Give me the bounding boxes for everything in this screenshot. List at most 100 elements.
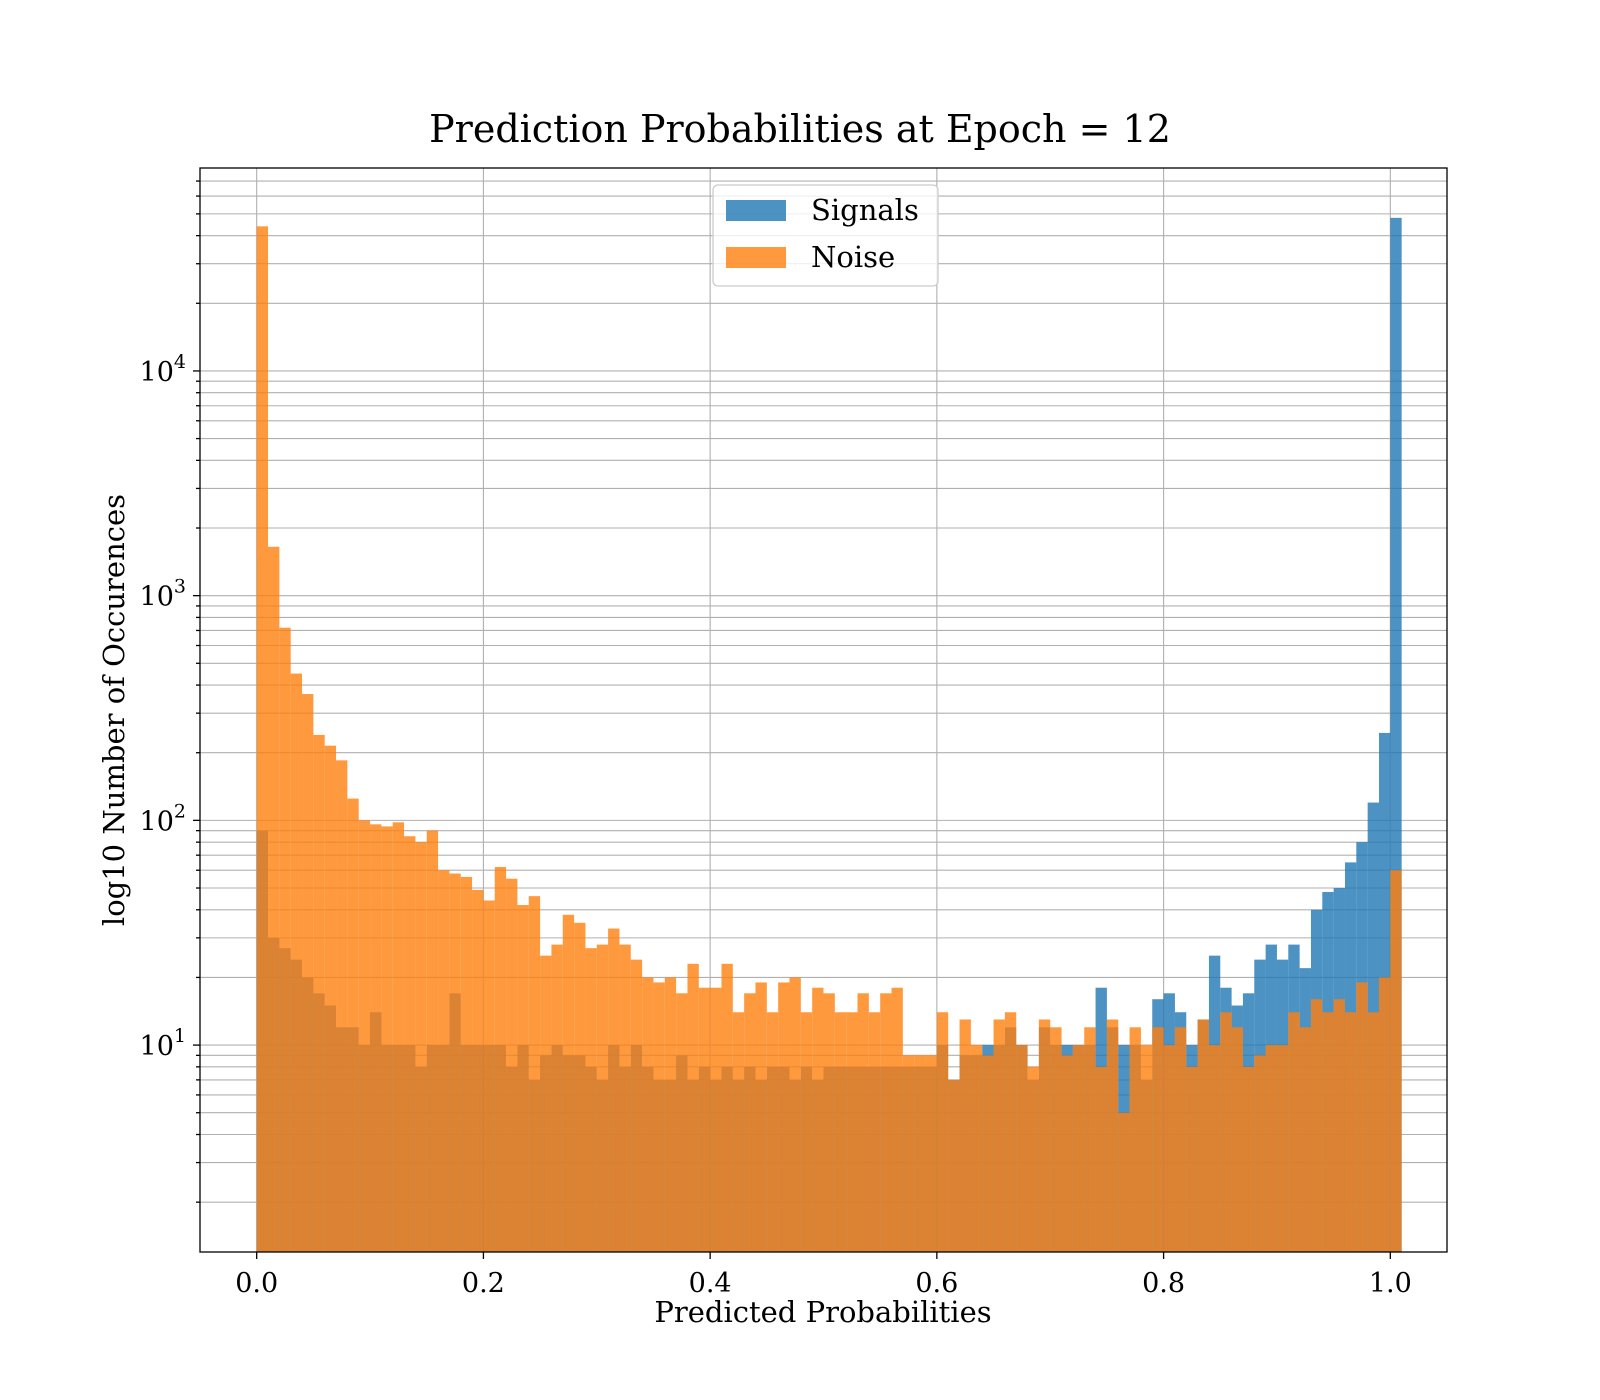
noise-bar — [347, 798, 359, 1252]
noise-bar — [324, 745, 337, 1252]
legend-label-signals: Signals — [811, 193, 919, 227]
noise-bar — [755, 982, 767, 1252]
x-tick-label: 0.6 — [915, 1268, 958, 1299]
y-tick-label: 102 — [140, 800, 186, 837]
noise-bar — [268, 546, 280, 1252]
x-axis-label: Predicted Probabilities — [654, 1295, 991, 1329]
noise-bar — [959, 1019, 971, 1252]
noise-bar — [857, 993, 869, 1252]
legend-swatch-signals — [726, 200, 786, 221]
noise-bar — [370, 824, 382, 1252]
noise-bar — [925, 1055, 937, 1252]
x-tick-label: 0.0 — [235, 1268, 278, 1299]
noise-bar — [710, 987, 722, 1252]
noise-bar — [914, 1055, 926, 1252]
noise-bar — [1265, 1045, 1277, 1252]
noise-bar — [1186, 1066, 1198, 1252]
noise-bar — [812, 987, 824, 1252]
noise-bar — [982, 1055, 994, 1252]
noise-bar — [846, 1012, 858, 1252]
noise-bar — [1118, 1112, 1130, 1252]
noise-bar — [823, 993, 835, 1252]
noise-bar — [1310, 999, 1323, 1252]
noise-bar — [1322, 1012, 1334, 1252]
noise-bar — [1288, 1012, 1300, 1252]
noise-bar — [744, 993, 756, 1252]
noise-bar — [698, 987, 711, 1252]
noise-bar — [1220, 1012, 1232, 1252]
legend-swatch-noise — [726, 247, 786, 268]
noise-bar — [1106, 1019, 1119, 1252]
noise-bar — [1276, 1045, 1289, 1252]
noise-bar — [517, 905, 529, 1252]
noise-bar — [936, 1012, 949, 1252]
legend-label-noise: Noise — [811, 240, 895, 274]
noise-bar — [1208, 1045, 1221, 1252]
noise-bar — [676, 993, 688, 1252]
noise-bar — [687, 963, 699, 1252]
noise-bar — [948, 1079, 960, 1252]
noise-bar — [608, 928, 620, 1252]
noise-bar — [540, 955, 552, 1252]
noise-bar — [1231, 1027, 1243, 1252]
noise-bar — [392, 822, 405, 1252]
noise-bar — [574, 922, 586, 1252]
noise-bar — [506, 878, 518, 1252]
noise-bar — [1027, 1066, 1039, 1252]
noise-bars — [256, 226, 1402, 1253]
noise-bar — [789, 977, 801, 1252]
noise-bar — [596, 944, 609, 1252]
noise-bar — [1197, 1019, 1209, 1252]
noise-bar — [404, 836, 416, 1252]
noise-bar — [438, 870, 450, 1252]
noise-bar — [880, 993, 892, 1252]
y-tick-label: 101 — [140, 1025, 186, 1062]
noise-bar — [1095, 1066, 1107, 1252]
y-tick-label: 103 — [140, 576, 186, 613]
noise-bar — [1367, 1012, 1379, 1252]
noise-bar — [766, 1012, 779, 1252]
x-tick-label: 0.8 — [1142, 1268, 1185, 1299]
noise-bar — [1174, 1027, 1187, 1252]
noise-bar — [1299, 1027, 1311, 1252]
y-axis-ticks: 101 102 103 104 — [140, 351, 200, 1062]
noise-bar — [1038, 1019, 1051, 1252]
noise-bar — [1152, 1027, 1164, 1252]
legend: Signals Noise — [712, 184, 939, 287]
noise-bar — [313, 734, 325, 1252]
noise-bar — [449, 873, 461, 1252]
signals-bar — [1390, 217, 1402, 1252]
noise-bar — [290, 673, 303, 1252]
noise-bar — [1242, 1066, 1255, 1252]
noise-bar — [483, 900, 495, 1252]
noise-bar — [256, 226, 269, 1253]
noise-bar — [1344, 1012, 1357, 1252]
noise-bar — [902, 1055, 915, 1252]
noise-bar — [1140, 1045, 1153, 1252]
noise-bar — [732, 1012, 745, 1252]
noise-bar — [302, 694, 314, 1252]
plot-frame — [199, 167, 1448, 1253]
noise-bar — [528, 896, 541, 1252]
noise-bar — [1356, 982, 1368, 1252]
noise-bar — [993, 1019, 1005, 1252]
noise-bar — [1333, 999, 1345, 1252]
noise-bar — [381, 826, 393, 1252]
noise-bar — [891, 987, 903, 1252]
y-axis-label: log10 Number of Occurences — [97, 494, 131, 926]
noise-bar — [1163, 1045, 1175, 1252]
noise-bar — [653, 982, 665, 1252]
noise-bar — [460, 876, 473, 1252]
noise-bar — [834, 1012, 847, 1252]
noise-bar — [721, 963, 733, 1252]
noise-bar — [472, 889, 484, 1252]
x-axis-ticks: 0.0 0.2 0.4 0.6 0.8 1.0 — [235, 1252, 1412, 1299]
noise-bar — [1061, 1055, 1073, 1252]
noise-bar — [551, 944, 563, 1252]
noise-bar — [868, 1012, 881, 1252]
noise-bar — [619, 944, 631, 1252]
x-tick-label: 0.2 — [462, 1268, 505, 1299]
noise-bar — [1084, 1027, 1096, 1252]
noise-bar — [1004, 1012, 1017, 1252]
